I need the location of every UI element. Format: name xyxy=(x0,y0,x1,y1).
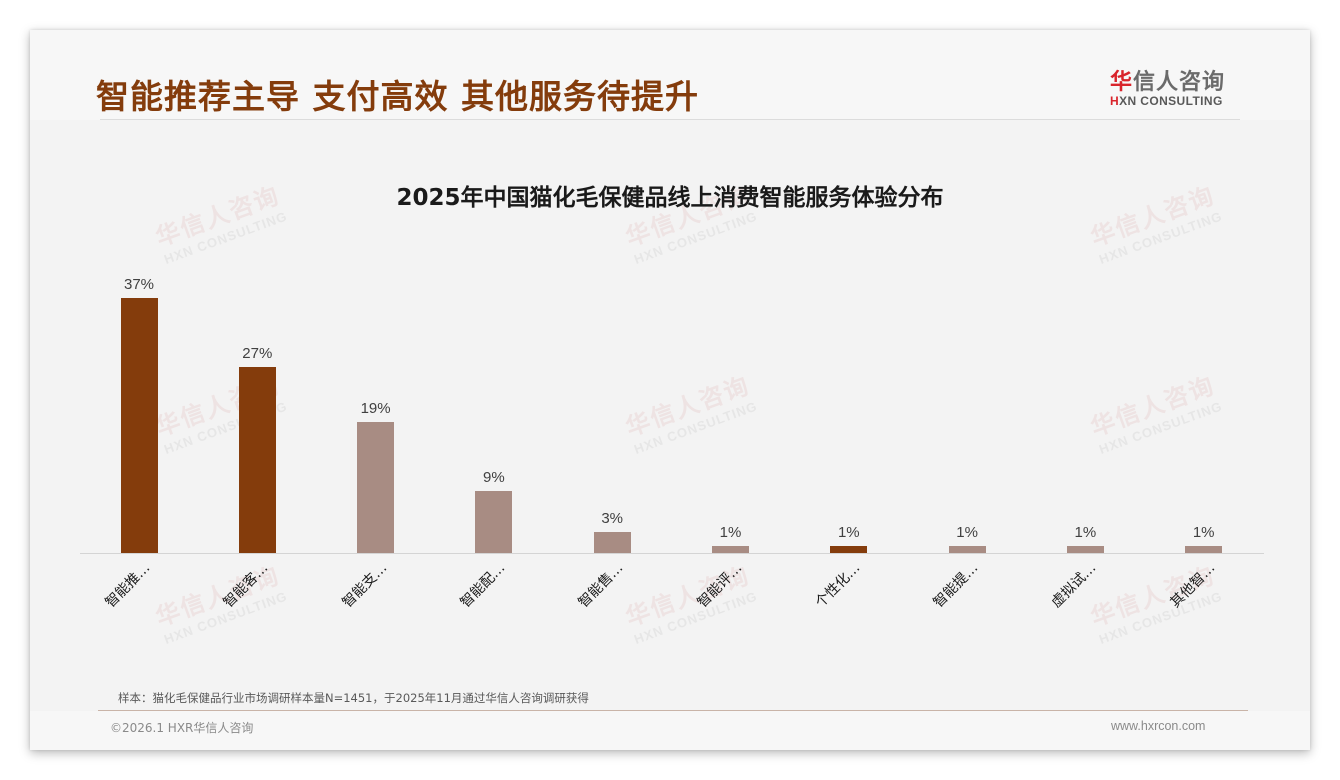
bar-value-label: 1% xyxy=(1074,524,1097,542)
bar xyxy=(357,421,395,553)
bar-value-label: 1% xyxy=(1192,524,1215,542)
x-axis-line xyxy=(80,553,1264,554)
logo-chinese: 华信人咨询 xyxy=(1110,64,1240,96)
bar xyxy=(238,366,276,553)
bar-value-label: 1% xyxy=(956,524,978,542)
x-axis-category-label: 智能提… xyxy=(930,560,982,611)
x-axis-category-label: 虚拟试… xyxy=(1048,560,1100,611)
chart-title: 2025年中国猫化毛保健品线上消费智能服务体验分布 xyxy=(396,185,944,211)
bar xyxy=(712,546,749,553)
x-axis-category-label: 智能支… xyxy=(339,560,390,611)
bar xyxy=(120,297,158,553)
copyright: ©2026.1 HXR华信人咨询 xyxy=(110,721,254,735)
bar-value-label: 1% xyxy=(837,524,860,542)
x-axis-category-label: 智能评… xyxy=(693,560,745,611)
x-axis-category-label: 智能客… xyxy=(220,560,272,611)
bar-value-label: 27% xyxy=(242,344,273,362)
title-divider xyxy=(100,119,1240,120)
logo-en-rest: XN CONSULTING xyxy=(1119,94,1223,108)
bar xyxy=(1066,546,1104,553)
bar-value-label: 3% xyxy=(601,510,624,528)
logo-english: HXN CONSULTING xyxy=(1110,94,1240,108)
bar xyxy=(593,532,631,553)
bar-value-label: 37% xyxy=(123,275,155,293)
bar-chart: 37% 智能推… 27% 智能客… 19% 智能支… 9% 智能配… 3% 智能售… 1% 智能评… 1… xyxy=(30,30,1310,750)
bar xyxy=(830,546,868,553)
x-axis-category-label: 智能配… xyxy=(457,560,509,611)
x-axis-category-label: 其他智… xyxy=(1167,560,1219,611)
x-axis-category-label: 个性化… xyxy=(812,560,864,611)
brand-logo: 华信人咨询 HXN CONSULTING xyxy=(1110,64,1240,108)
bar-value-label: 9% xyxy=(483,468,505,486)
footer-divider xyxy=(98,710,1248,711)
footer-band xyxy=(30,711,1310,750)
logo-en-accent: H xyxy=(1110,94,1120,108)
bar-value-label: 1% xyxy=(719,524,742,542)
logo-chinese-rest: 信人咨询 xyxy=(1133,70,1226,95)
sample-note: 样本：猫化毛保健品行业市场调研样本量N=1451，于2025年11月通过华信人咨… xyxy=(118,691,589,705)
bar xyxy=(948,546,986,553)
header-band xyxy=(30,30,1310,120)
x-axis-category-label: 智能推… xyxy=(102,560,154,611)
page-title: 智能推荐主导 支付高效 其他服务待提升 xyxy=(96,77,699,116)
bar-value-label: 19% xyxy=(360,399,391,417)
slide: 智能推荐主导 支付高效 其他服务待提升 华信人咨询 HXN CONSULTING… xyxy=(30,30,1310,750)
website-link[interactable]: www.hxrcon.com xyxy=(1111,719,1206,733)
x-axis-category-label: 智能售… xyxy=(575,560,627,611)
bar xyxy=(475,490,513,553)
bar xyxy=(1185,546,1223,553)
logo-accent-char: 华 xyxy=(1110,70,1134,95)
